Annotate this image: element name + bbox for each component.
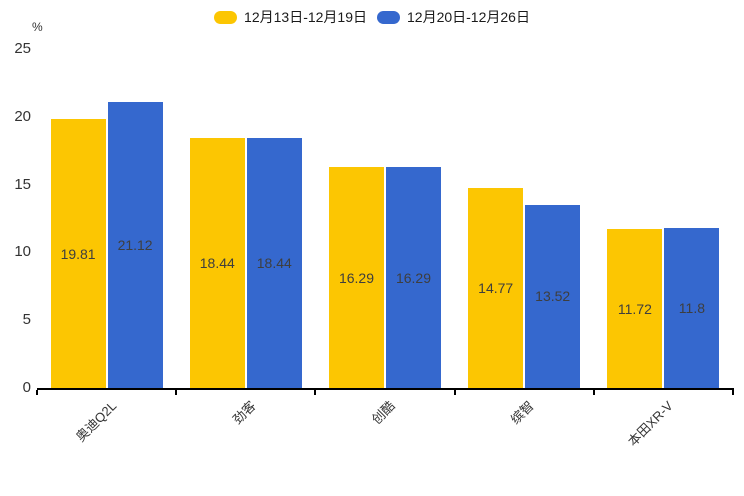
- bar-series2[interactable]: 18.44: [246, 137, 302, 388]
- bar-group: 11.72 11.8: [594, 49, 733, 388]
- bar-value-label: 11.72: [617, 300, 652, 317]
- y-tick-label: 25: [14, 40, 31, 57]
- bar-series1[interactable]: 11.72: [607, 229, 663, 388]
- y-tick-label: 5: [22, 311, 31, 329]
- y-tick-label: 0: [22, 379, 31, 396]
- bar-value-label: 18.44: [199, 254, 235, 271]
- category-label: 本田XR-V: [625, 398, 677, 450]
- bar-series2[interactable]: 13.52: [525, 204, 581, 388]
- bar-value-label: 14.77: [478, 279, 514, 296]
- bar-value-label: 16.29: [395, 269, 431, 286]
- category-label: 创酷: [368, 398, 398, 428]
- x-axis-tick: [732, 390, 734, 395]
- bar-value-label: 19.81: [60, 245, 96, 262]
- x-axis-line: [37, 388, 734, 390]
- x-axis-tick: [175, 390, 178, 395]
- bar-series2[interactable]: 16.29: [385, 167, 441, 388]
- x-axis-tick: [453, 390, 456, 395]
- bar-series1[interactable]: 14.77: [468, 187, 524, 388]
- plot-area: 19.81 21.12 18.44 18.44 16.29 16.29 14.77 13.52…: [37, 49, 733, 388]
- x-axis-tick: [314, 390, 317, 395]
- x-axis-tick: [592, 390, 595, 395]
- bar-group: 19.81 21.12: [37, 49, 176, 388]
- y-tick-label: 10: [14, 243, 31, 261]
- legend-item-week1[interactable]: 12月13日-12月19日: [214, 7, 367, 27]
- y-tick-label: 20: [14, 107, 31, 125]
- legend-label-week2: 12月20日-12月26日: [407, 9, 530, 25]
- bar-value-label: 18.44: [256, 254, 292, 271]
- legend-label-week1: 12月13日-12月19日: [244, 9, 367, 25]
- bar-value-label: 21.12: [117, 236, 153, 253]
- legend: 12月13日-12月19日 12月20日-12月26日: [0, 7, 744, 27]
- legend-item-week2[interactable]: 12月20日-12月26日: [377, 7, 530, 27]
- legend-swatch-yellow-icon: [214, 10, 238, 24]
- bar-group: 18.44 18.44: [176, 49, 315, 388]
- y-axis-unit-label: %: [32, 20, 43, 34]
- bar-group: 16.29 16.29: [315, 49, 454, 388]
- bar-value-label: 11.8: [678, 300, 705, 316]
- y-tick-label: 15: [14, 175, 31, 193]
- category-label: 奥迪Q2L: [72, 398, 120, 445]
- legend-swatch-blue-icon: [377, 10, 400, 24]
- bar-series2[interactable]: 11.8: [664, 228, 720, 388]
- bar-series1[interactable]: 19.81: [50, 119, 106, 388]
- bar-value-label: 13.52: [535, 288, 571, 305]
- bar-series2[interactable]: 21.12: [107, 101, 163, 388]
- bar-series1[interactable]: 18.44: [189, 137, 245, 388]
- bar-value-label: 16.29: [338, 269, 374, 286]
- category-label: 缤智: [507, 398, 537, 428]
- bar-group: 14.77 13.52: [455, 49, 594, 388]
- category-label: 劲客: [229, 398, 259, 428]
- x-axis-tick: [36, 390, 38, 395]
- bar-series1[interactable]: 16.29: [328, 167, 384, 388]
